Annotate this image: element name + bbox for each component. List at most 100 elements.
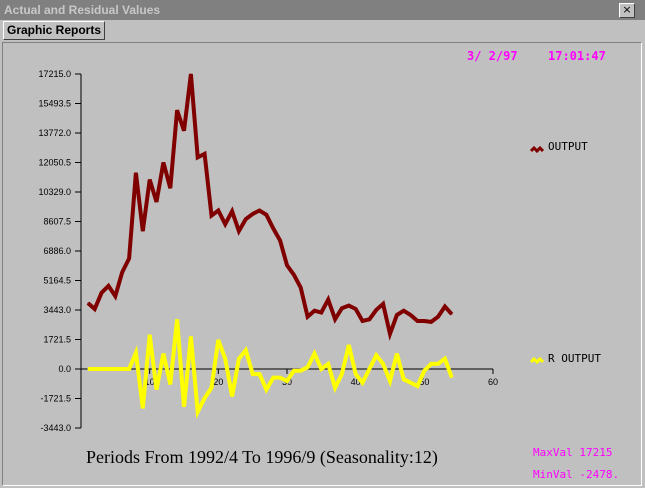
routput-point <box>403 378 405 380</box>
output-point <box>142 230 144 232</box>
series-group <box>86 73 454 419</box>
output-point <box>334 318 336 320</box>
header-time: 17:01:47 <box>548 49 606 63</box>
routput-point <box>341 373 343 375</box>
routput-point <box>396 353 398 355</box>
output-point <box>430 321 432 323</box>
y-tick-label: -3443.0 <box>40 423 71 433</box>
routput-point <box>176 318 178 320</box>
x-tick-label: 20 <box>213 377 223 387</box>
output-point <box>403 310 405 312</box>
output-point <box>348 305 350 307</box>
routput-point <box>444 358 446 360</box>
squiggle-icon <box>529 145 545 154</box>
routput-point <box>135 352 137 354</box>
output-point <box>375 309 377 311</box>
y-tick-label: 0.0 <box>58 364 71 374</box>
output-point <box>252 213 254 215</box>
routput-point <box>320 368 322 370</box>
routput-point <box>156 389 157 391</box>
output-point <box>410 314 412 316</box>
legend-routput-label: R OUTPUT <box>548 352 601 365</box>
routput-point <box>327 363 329 365</box>
output-point <box>417 320 418 322</box>
menu-bar: Graphic Reports <box>0 20 645 42</box>
routput-point <box>211 387 212 389</box>
y-tick-label: 1721.5 <box>43 335 71 345</box>
routput-point <box>149 334 151 336</box>
output-point <box>149 179 151 181</box>
x-tick-label: 50 <box>419 377 429 387</box>
routput-point <box>355 373 357 375</box>
output-point <box>162 162 164 163</box>
routput-point <box>142 407 144 409</box>
x-tick-label: 60 <box>488 377 498 387</box>
y-tick-label: 12050.5 <box>38 158 71 168</box>
routput-point <box>334 387 336 389</box>
output-point <box>231 210 233 212</box>
routput-point <box>190 335 192 337</box>
x-tick-label: 10 <box>145 377 155 387</box>
routput-point <box>382 363 384 365</box>
output-point <box>169 187 171 189</box>
output-point <box>327 299 329 301</box>
routput-point <box>286 380 288 382</box>
output-point <box>176 109 178 111</box>
window-title: Actual and Residual Values <box>4 3 161 17</box>
routput-point <box>94 368 96 370</box>
routput-point <box>87 368 89 370</box>
output-point <box>307 316 309 318</box>
output-point <box>238 230 240 232</box>
output-point <box>279 240 281 241</box>
output-point <box>314 310 315 312</box>
plot-area <box>2 42 642 486</box>
graphic-reports-button[interactable]: Graphic Reports <box>3 21 106 40</box>
routput-point <box>410 382 412 384</box>
output-point <box>121 271 123 273</box>
output-point <box>423 320 425 322</box>
output-point <box>389 333 391 335</box>
routput-point <box>417 385 418 387</box>
routput-point <box>430 363 432 365</box>
squiggle-icon <box>529 356 545 365</box>
output-point <box>300 287 302 289</box>
routput-point <box>217 339 219 341</box>
y-tick-label: 5164.5 <box>43 276 71 286</box>
title-bar: Actual and Residual Values × <box>0 0 645 20</box>
y-tick-label: 15493.5 <box>38 99 71 109</box>
output-point <box>217 210 219 211</box>
series-output-line <box>86 73 454 341</box>
routput-point <box>272 377 274 379</box>
routput-point <box>101 368 103 370</box>
routput-point <box>279 377 281 379</box>
routput-point <box>128 368 130 370</box>
y-tick-label: 6886.0 <box>43 246 71 256</box>
close-button[interactable]: × <box>619 3 635 18</box>
routput-point <box>252 373 254 375</box>
routput-point <box>368 368 370 370</box>
routput-point <box>375 354 377 356</box>
routput-point <box>162 353 164 355</box>
routput-point <box>300 370 302 372</box>
routput-point <box>121 368 123 370</box>
output-point <box>286 264 288 266</box>
legend: OUTPUT R OUTPUT <box>529 140 601 365</box>
output-point <box>183 130 185 132</box>
y-tick-label: 8607.5 <box>43 217 71 227</box>
x-axis-title: Periods From 1992/4 To 1996/9 (Seasonali… <box>86 447 438 468</box>
output-point <box>382 303 384 305</box>
output-point <box>437 316 439 318</box>
routput-point <box>437 363 439 365</box>
y-tick-label: 3443.0 <box>43 305 71 315</box>
routput-point <box>238 358 240 360</box>
output-point <box>272 228 274 229</box>
output-point <box>224 223 226 225</box>
routput-point <box>169 383 171 385</box>
output-point <box>259 210 260 211</box>
output-point <box>341 307 343 309</box>
output-point <box>396 314 398 316</box>
routput-point <box>423 370 425 372</box>
output-point <box>156 201 157 203</box>
routput-point <box>348 344 350 346</box>
y-tick-label: 10329.0 <box>38 187 71 197</box>
